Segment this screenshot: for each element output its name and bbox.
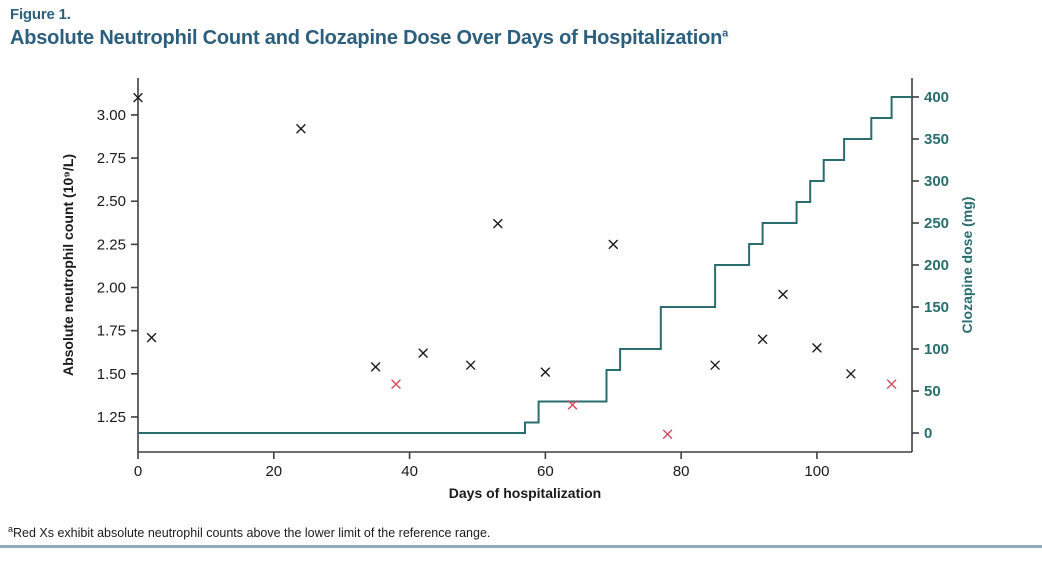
- x-tick-label: 40: [401, 463, 418, 480]
- y-right-tick-label: 100: [924, 341, 949, 358]
- anc-black-x-marker: [846, 369, 856, 379]
- anc-black-x-marker: [465, 360, 476, 370]
- anc-black-x-marker: [296, 124, 306, 134]
- anc-black-x-marker: [757, 334, 768, 344]
- anc-black-x-marker: [710, 360, 720, 370]
- y-left-tick-label: 1.25: [97, 409, 126, 426]
- y-left-tick-label: 1.75: [97, 323, 126, 340]
- y-left-tick-label: 2.50: [97, 193, 126, 210]
- figure-header: Figure 1. Absolute Neutrophil Count and …: [10, 6, 728, 52]
- anc-black-x-marker: [146, 332, 157, 343]
- figure-title-text: Absolute Neutrophil Count and Clozapine …: [10, 26, 723, 49]
- anc-black-x-marker: [418, 348, 428, 358]
- anc-black-x-marker: [812, 343, 822, 353]
- y-right-tick-label: 200: [924, 257, 949, 274]
- y-left-tick-label: 2.00: [97, 280, 126, 297]
- x-tick-label: 60: [537, 463, 554, 480]
- anc-red-x-marker: [567, 400, 578, 410]
- footnote: aRed Xs exhibit absolute neutrophil coun…: [8, 524, 490, 540]
- anc-black-x-marker: [370, 362, 381, 372]
- footnote-superscript: a: [8, 524, 14, 534]
- x-axis-label: Days of hospitalization: [449, 485, 601, 501]
- y-right-axis-label: Clozapine dose (mg): [959, 197, 975, 334]
- x-tick-label: 20: [265, 463, 282, 480]
- footnote-text: Red Xs exhibit absolute neutrophil count…: [13, 526, 491, 541]
- anc-red-x-marker: [886, 379, 897, 389]
- anc-black-x-marker: [608, 239, 618, 250]
- x-tick-label: 0: [134, 463, 142, 480]
- anc-red-x-marker: [391, 379, 401, 389]
- anc-black-x-marker: [133, 92, 143, 103]
- figure-title: Absolute Neutrophil Count and Clozapine …: [10, 25, 728, 52]
- y-right-tick-label: 0: [924, 425, 932, 442]
- y-right-tick-label: 150: [924, 299, 949, 316]
- y-right-tick-label: 350: [924, 131, 949, 148]
- y-right-tick-label: 300: [924, 173, 949, 190]
- y-left-tick-label: 3.00: [97, 107, 126, 124]
- y-right-tick-label: 400: [924, 89, 949, 106]
- figure-label: Figure 1.: [10, 6, 71, 23]
- anc-black-x-marker: [778, 289, 788, 300]
- y-left-axis-label: Absolute neutrophil count (10⁹/L): [60, 154, 76, 376]
- y-left-tick-label: 2.25: [97, 236, 126, 253]
- y-left-tick-label: 2.75: [97, 150, 126, 167]
- anc-black-x-marker: [540, 367, 551, 377]
- anc-red-x-marker: [662, 429, 673, 439]
- y-left-tick-label: 1.50: [97, 366, 126, 383]
- y-right-tick-label: 50: [924, 383, 941, 400]
- dose-step-line: [138, 96, 912, 434]
- x-tick-label: 80: [673, 463, 690, 480]
- anc-black-x-marker: [493, 218, 503, 229]
- figure-title-superscript: a: [722, 27, 729, 40]
- bottom-rule: [0, 545, 1042, 548]
- x-tick-label: 100: [804, 463, 829, 480]
- y-right-tick-label: 250: [924, 215, 949, 232]
